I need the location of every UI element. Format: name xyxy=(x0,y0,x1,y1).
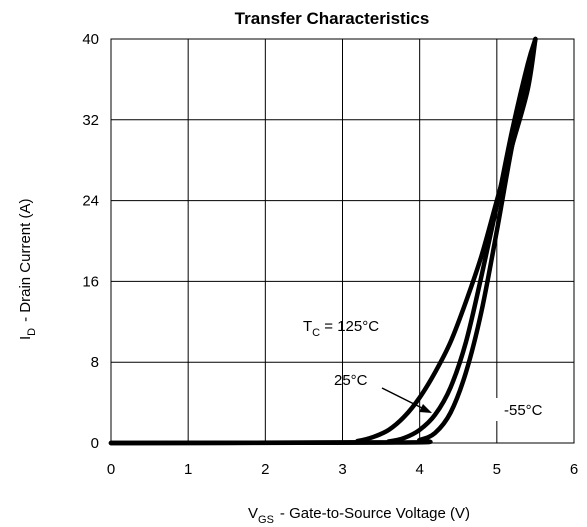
x-axis-label: VGS - Gate-to-Source Voltage (V) xyxy=(248,505,470,526)
y-tick-label: 24 xyxy=(82,193,99,210)
series-55-c xyxy=(108,36,538,446)
label-minus55c: -55°C xyxy=(504,402,543,419)
label-25c: 25°C xyxy=(334,372,368,389)
label-125c: TC = 125°C xyxy=(303,318,379,339)
y-axis-label: ID- Drain Current (A) xyxy=(17,199,38,340)
y-tick-labels: 0 8 16 24 32 40 xyxy=(82,31,99,452)
y-tick-label: 40 xyxy=(82,31,99,48)
label-25c-arrowhead xyxy=(419,404,432,413)
y-tick-label: 32 xyxy=(82,112,99,129)
x-tick-label: 3 xyxy=(338,461,346,478)
x-tick-label: 1 xyxy=(184,461,192,478)
x-tick-label: 0 xyxy=(107,461,115,478)
x-tick-labels: 0 1 2 3 4 5 6 xyxy=(107,461,578,478)
x-tick-label: 2 xyxy=(261,461,269,478)
x-tick-label: 4 xyxy=(415,461,423,478)
series-t-c-125-c xyxy=(108,36,538,446)
y-tick-label: 16 xyxy=(82,273,99,290)
y-tick-label: 0 xyxy=(91,435,99,452)
curves xyxy=(108,36,538,446)
chart-title: Transfer Characteristics xyxy=(235,9,430,28)
y-tick-label: 8 xyxy=(91,354,99,371)
x-tick-label: 5 xyxy=(493,461,501,478)
x-tick-label: 6 xyxy=(570,461,578,478)
series-25-c xyxy=(108,36,538,446)
